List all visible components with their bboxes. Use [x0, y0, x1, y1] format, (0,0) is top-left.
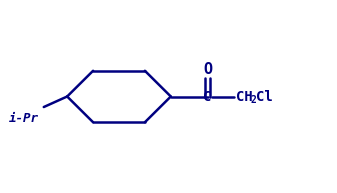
- Text: O: O: [203, 62, 212, 77]
- Text: 2: 2: [250, 95, 256, 105]
- Text: C: C: [204, 91, 212, 104]
- Text: Cl: Cl: [256, 90, 273, 103]
- Text: i-Pr: i-Pr: [9, 112, 39, 125]
- Text: CH: CH: [236, 90, 253, 103]
